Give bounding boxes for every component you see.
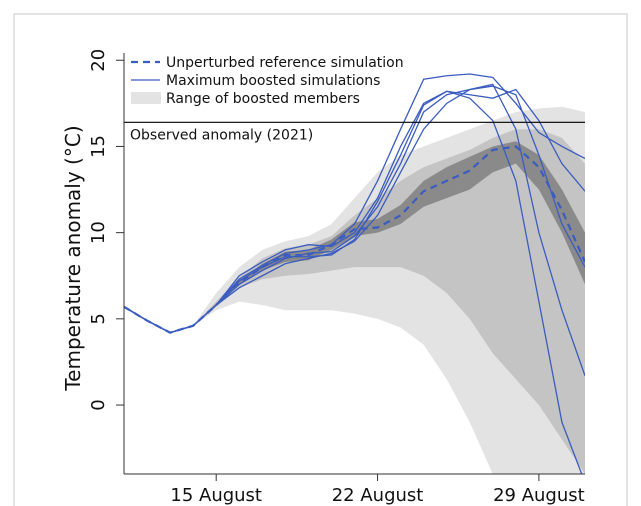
frame: [13, 13, 628, 506]
y-tick-label: 0: [88, 399, 109, 410]
x-tick-label: 29 August: [493, 485, 585, 506]
observed-label: Observed anomaly (2021): [130, 127, 313, 143]
range-area: [124, 129, 585, 474]
reference-line: [124, 145, 585, 334]
axes: Observed anomaly (2021) 0 5 10 15 20 15 August…: [88, 49, 585, 506]
y-tick-label: 10: [88, 221, 109, 244]
y-tick-label: 5: [88, 313, 109, 324]
y-tick-label: 15: [88, 135, 109, 158]
x-tick-label: 22 August: [332, 485, 424, 506]
plot-area: [124, 73, 585, 474]
y-tick-label: 20: [88, 49, 109, 72]
legend-label: Unperturbed reference simulation: [166, 55, 404, 71]
y-axis-label: Temperature anomaly (°C): [61, 125, 85, 391]
legend-label: Range of boosted members: [166, 91, 360, 107]
legend-swatch: [131, 92, 161, 104]
range-area: [124, 141, 585, 333]
x-tick-label: 15 August: [170, 485, 262, 506]
legend-label: Maximum boosted simulations: [166, 73, 380, 89]
